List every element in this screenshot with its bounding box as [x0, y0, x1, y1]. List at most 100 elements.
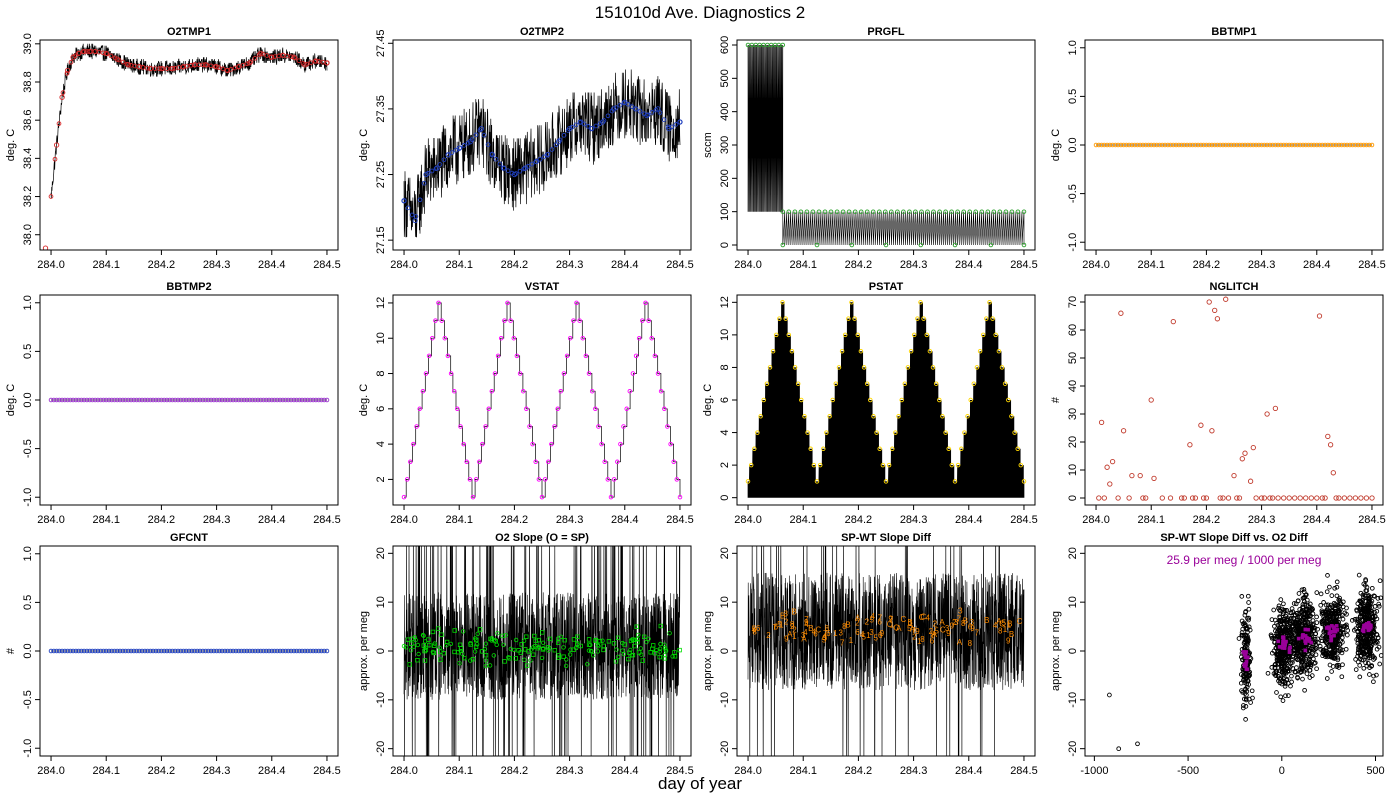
chart-8-point-48: [181, 648, 186, 654]
chart-0-marker-5: [68, 59, 74, 65]
chart-7-point-19: [1220, 495, 1226, 501]
chart-5-point-56: [577, 318, 582, 323]
chart-11-highlight-3-7: [1335, 627, 1340, 632]
chart-3-point-72: [1292, 142, 1297, 148]
chart-4-point-97: [316, 397, 321, 403]
chart-9-point-184: [593, 638, 598, 643]
chart-5-point-87: [674, 477, 680, 482]
chart-3-point-45: [1217, 142, 1223, 148]
chart-6-point-60: [933, 381, 939, 386]
chart-10-label-31: 8: [842, 622, 847, 631]
chart-8-point-56: [203, 648, 208, 654]
chart-10-y-tick-label-3: 10: [719, 596, 731, 608]
chart-11-point-125: [1236, 636, 1242, 641]
chart-11-point-1565: [1366, 596, 1372, 602]
chart-4-point-15: [90, 397, 95, 403]
chart-10-label-27: 4: [812, 628, 817, 637]
chart-6-point-54: [915, 316, 920, 321]
chart-5-point-68: [615, 459, 620, 465]
chart-9-point-176: [480, 649, 485, 654]
chart-11-point-1229: [1334, 614, 1340, 620]
chart-7-point-24: [1247, 478, 1254, 484]
chart-2-x-tick-label-5: 284.5: [1010, 259, 1038, 271]
chart-9-point-50: [613, 659, 619, 664]
chart-11-point-1026: [1344, 632, 1350, 638]
chart-11-point-505: [1269, 617, 1275, 622]
chart-11-point-586: [1301, 587, 1307, 592]
chart-4-point-0: [48, 397, 54, 403]
chart-4-point-59: [211, 397, 217, 403]
chart-11-point-554: [1273, 673, 1279, 679]
chart-7-point-5: [1120, 428, 1127, 434]
chart-9-point-40: [556, 653, 561, 658]
chart-11-point-1313: [1335, 609, 1340, 615]
chart-10-label-104: 9: [888, 615, 893, 624]
chart-0-marker-4: [64, 70, 70, 76]
chart-0-marker-69: [324, 60, 330, 66]
chart-9-point-116: [430, 629, 436, 635]
chart-4-point-72: [247, 397, 252, 403]
chart-4-point-18: [98, 397, 103, 403]
chart-4-point-83: [277, 397, 283, 403]
chart-10-label-22: B: [1007, 620, 1012, 629]
chart-11-point-1550: [1357, 674, 1363, 680]
chart-3-point-64: [1270, 142, 1275, 148]
chart-9-point-180: [415, 658, 420, 663]
chart-5-point-76: [640, 318, 645, 323]
chart-5-point-0: [401, 494, 407, 500]
chart-6-point-11: [780, 300, 785, 305]
chart-10-label-109: 2: [792, 626, 797, 635]
chart-3-point-97: [1361, 142, 1366, 148]
chart-11-point-875: [1304, 662, 1310, 668]
chart-7-point-0: [1096, 495, 1102, 501]
chart-11-point-456: [1280, 611, 1286, 616]
chart-6-point-20: [808, 446, 813, 452]
chart-4-point-3: [57, 397, 62, 403]
chart-9-point-36: [438, 657, 443, 662]
chart-4-y-tick-label-2: 0.0: [22, 392, 34, 407]
chart-2-point-1-9: [834, 209, 840, 214]
chart-4-point-21: [106, 397, 112, 403]
chart-9-point-51: [590, 653, 596, 658]
chart-3-point-61: [1262, 142, 1267, 148]
chart-0-point-7: [87, 48, 93, 55]
panel-o2-slope: O2 Slope (O = SP) 284.0 284.1 284.2 284.3 284…: [358, 532, 694, 777]
chart-3-point-65: [1273, 142, 1278, 148]
chart-9-point-38: [626, 656, 631, 662]
chart-7-point-32: [1292, 495, 1298, 501]
chart-0-marker-47: [236, 64, 242, 69]
chart-7-point-15: [1198, 422, 1204, 428]
chart-6-point-6: [764, 381, 770, 386]
chart-4-point-1: [51, 397, 57, 403]
chart-1-marker-25: [501, 165, 507, 171]
chart-0-marker-2: [56, 121, 62, 126]
chart-8-point-28: [126, 648, 131, 654]
chart-11-point-923: [1302, 612, 1307, 618]
chart-9-point-196: [513, 656, 518, 661]
chart-6-point-0: [745, 479, 751, 484]
chart-9-point-94: [516, 648, 521, 653]
chart-10-label-6: 7: [889, 615, 894, 624]
chart-8-point-78: [264, 648, 269, 654]
chart-11-point-1284: [1335, 648, 1340, 654]
chart-5-point-44: [539, 494, 545, 500]
chart-3-point-15: [1135, 142, 1140, 148]
chart-11-point-296: [1281, 601, 1286, 607]
chart-7-point-51: [1140, 495, 1146, 501]
chart-7-point-16: [1203, 495, 1210, 501]
chart-9-point-158: [458, 646, 464, 651]
chart-11-point-1698: [1363, 578, 1369, 584]
chart-4-point-12: [81, 397, 87, 403]
chart-4-y-tick-label-1: -0.5: [22, 439, 34, 458]
chart-8-point-58: [208, 648, 214, 654]
chart-4-point-73: [250, 397, 255, 403]
chart-9-point-197: [437, 645, 442, 650]
chart-9-point-112: [658, 623, 663, 629]
chart-3-point-88: [1336, 142, 1342, 148]
chart-10-label-29: 6: [774, 623, 779, 632]
chart-7-y-tick-label-0: 0: [1067, 495, 1079, 501]
chart-11-y-tick-label-1: -10: [1067, 692, 1079, 708]
chart-8-point-99: [321, 648, 327, 654]
chart-8-point-23: [112, 648, 117, 654]
chart-10-label-1: 2: [855, 619, 860, 628]
